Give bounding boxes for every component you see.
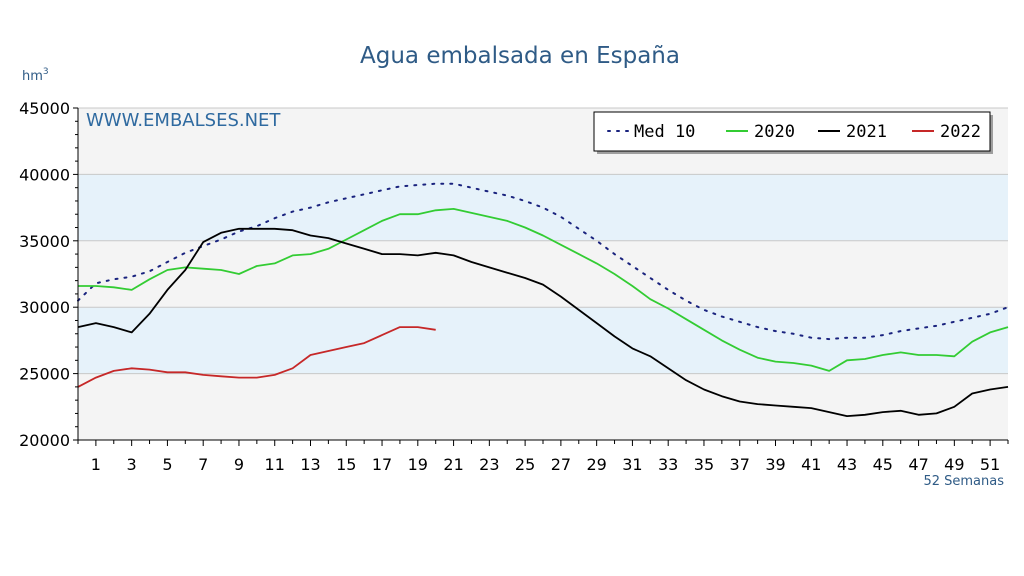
x-tick-label-41: 41 [801,455,821,474]
legend-label-2022: 2022 [940,122,981,142]
x-tick-label-23: 23 [479,455,499,474]
x-tick-label-49: 49 [944,455,964,474]
y-tick-label-30000: 30000 [19,298,70,317]
x-tick-label-39: 39 [765,455,785,474]
x-axis-label: 52 Semanas [923,474,1004,489]
series-line-med-10 [77,182,1009,341]
x-tick-label-17: 17 [372,455,392,474]
x-tick-label-19: 19 [408,455,428,474]
x-tick-label-15: 15 [336,455,356,474]
x-tick-label-29: 29 [586,455,606,474]
x-axis-ticks: 1 3 5 7 9 11 13 15 17 19 21 23 25 27 29 31 33 35 37 39 41 43 4… [77,440,1009,474]
x-tick-label-51: 51 [980,455,1000,474]
x-tick-label-1: 1 [91,455,101,474]
x-tick-label-45: 45 [873,455,893,474]
legend: Med 10 2020 2021 2022 [593,111,993,154]
x-tick-label-25: 25 [515,455,535,474]
watermark: WWW.EMBALSES.NET [86,110,281,131]
x-tick-label-7: 7 [198,455,208,474]
chart-title: Agua embalsada en España [360,43,680,69]
y-tick-label-40000: 40000 [19,165,70,184]
y-tick-label-45000: 45000 [19,99,70,118]
y-axis-unit-exponent: 3 [43,67,49,77]
y-tick-label-25000: 25000 [19,365,70,384]
x-tick-label-33: 33 [658,455,678,474]
x-tick-label-47: 47 [908,455,928,474]
band-1 [78,174,1008,241]
legend-box [593,111,991,152]
legend-items: Med 10 2020 2021 2022 [607,122,981,142]
legend-label-2020: 2020 [754,122,795,142]
x-tick-label-21: 21 [443,455,463,474]
y-tick-label-35000: 35000 [19,232,70,251]
y-tick-label-20000: 20000 [19,431,70,450]
plot-bands [78,174,1008,374]
x-tick-label-35: 35 [694,455,714,474]
y-axis-ticks: 20000 25000 30000 35000 40000 45000 [19,99,78,450]
x-tick-label-11: 11 [265,455,285,474]
y-axis-unit-base: hm [22,69,43,84]
x-tick-label-5: 5 [162,455,172,474]
series-line-2022 [77,326,436,388]
x-tick-label-37: 37 [730,455,750,474]
legend-label-med-10: Med 10 [634,122,695,142]
plot-background [78,108,1008,440]
series-line-2021 [77,227,1009,418]
x-tick-label-31: 31 [622,455,642,474]
series-line-2020 [78,207,1009,372]
x-tick-label-43: 43 [837,455,857,474]
x-tick-label-3: 3 [127,455,137,474]
legend-label-2021: 2021 [846,122,887,142]
y-axis-unit: hm3 [22,67,49,84]
x-tick-label-9: 9 [234,455,244,474]
band-0 [78,307,1008,374]
series-layer [77,182,1009,418]
x-tick-label-13: 13 [300,455,320,474]
x-tick-label-27: 27 [551,455,571,474]
